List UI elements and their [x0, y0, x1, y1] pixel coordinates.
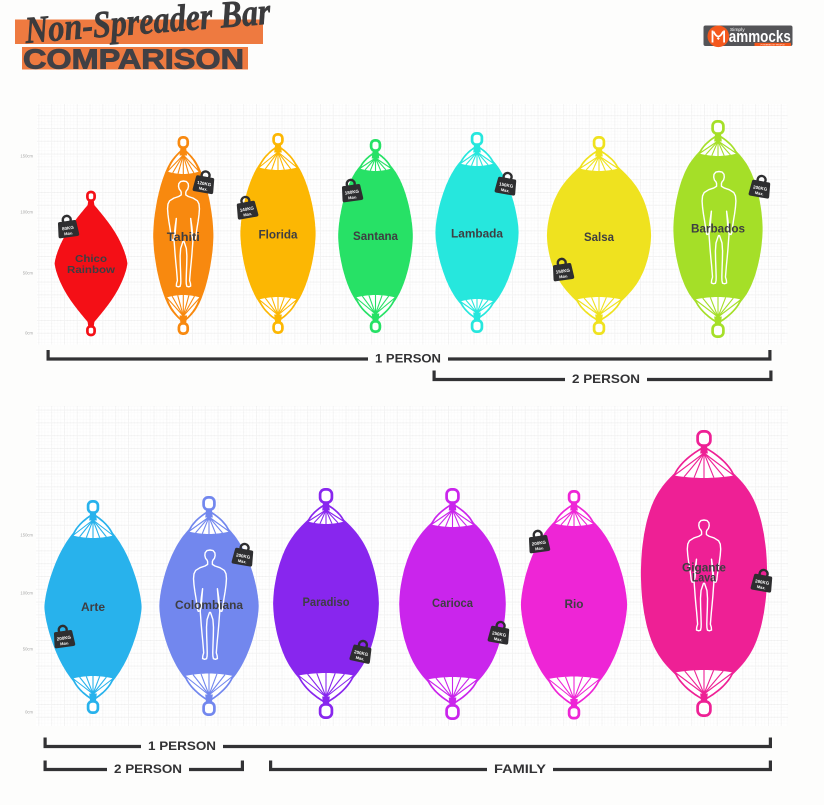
- svg-text:Max.: Max.: [500, 187, 510, 193]
- svg-text:260KG: 260KG: [755, 578, 770, 585]
- svg-text:80KG: 80KG: [62, 225, 75, 232]
- svg-text:Max.: Max.: [198, 185, 208, 191]
- svg-text:Max.: Max.: [348, 194, 358, 200]
- svg-text:150KG: 150KG: [555, 268, 570, 275]
- svg-text:POWERED BY PEOPLE: POWERED BY PEOPLE: [761, 44, 786, 46]
- svg-text:250KG: 250KG: [492, 630, 507, 637]
- svg-text:Max.: Max.: [237, 558, 247, 564]
- svg-text:2 PERSON: 2 PERSON: [572, 374, 640, 386]
- svg-text:100cm: 100cm: [20, 210, 33, 215]
- svg-text:Arte: Arte: [81, 600, 105, 614]
- svg-text:150cm: 150cm: [20, 533, 33, 538]
- svg-text:50cm: 50cm: [23, 271, 34, 276]
- svg-text:Salsa: Salsa: [584, 230, 614, 244]
- svg-text:Simply: Simply: [730, 27, 745, 33]
- svg-text:Santana: Santana: [353, 229, 398, 243]
- svg-text:Lambada: Lambada: [451, 227, 503, 241]
- svg-text:200KG: 200KG: [753, 184, 768, 191]
- svg-text:Max.: Max.: [243, 211, 253, 217]
- svg-text:100cm: 100cm: [20, 591, 33, 596]
- svg-text:Colombiana: Colombiana: [175, 598, 243, 612]
- svg-text:Max.: Max.: [756, 584, 766, 590]
- svg-text:120KG: 120KG: [197, 180, 212, 187]
- svg-text:0cm: 0cm: [25, 710, 33, 715]
- svg-text:1 PERSON: 1 PERSON: [375, 354, 441, 366]
- svg-text:Rainbow: Rainbow: [67, 265, 115, 276]
- svg-text:1 PERSON: 1 PERSON: [148, 741, 216, 753]
- svg-text:Max.: Max.: [60, 640, 70, 646]
- svg-text:200KG: 200KG: [354, 649, 369, 657]
- svg-text:Chico: Chico: [75, 254, 107, 265]
- svg-text:50cm: 50cm: [23, 647, 34, 652]
- svg-text:Rio: Rio: [565, 597, 584, 611]
- svg-text:200KG: 200KG: [531, 540, 546, 547]
- svg-text:150cm: 150cm: [20, 154, 33, 159]
- svg-text:Gigante: Gigante: [682, 563, 726, 575]
- svg-text:Max.: Max.: [559, 273, 569, 279]
- svg-text:Max.: Max.: [754, 190, 764, 196]
- svg-text:140KG: 140KG: [239, 205, 254, 212]
- svg-text:180KG: 180KG: [344, 189, 359, 196]
- svg-text:Max.: Max.: [535, 545, 545, 551]
- svg-text:Paradiso: Paradiso: [303, 595, 350, 609]
- svg-text:Tahiti: Tahiti: [167, 230, 200, 244]
- svg-text:FAMILY: FAMILY: [494, 764, 546, 776]
- svg-text:Carioca: Carioca: [432, 596, 473, 610]
- svg-text:Florida: Florida: [259, 228, 298, 242]
- svg-text:200KG: 200KG: [236, 552, 251, 559]
- svg-text:150KG: 150KG: [499, 181, 514, 188]
- svg-text:0cm: 0cm: [25, 331, 33, 336]
- svg-text:ammocks: ammocks: [729, 28, 791, 46]
- svg-text:Max.: Max.: [64, 230, 74, 236]
- svg-text:Max.: Max.: [493, 636, 503, 642]
- svg-text:COMPARISON: COMPARISON: [23, 44, 244, 75]
- svg-text:Barbados: Barbados: [691, 222, 745, 236]
- svg-text:2 PERSON: 2 PERSON: [114, 764, 182, 776]
- svg-text:200KG: 200KG: [56, 635, 71, 642]
- svg-text:Max.: Max.: [355, 655, 365, 662]
- svg-text:Lava: Lava: [692, 573, 717, 585]
